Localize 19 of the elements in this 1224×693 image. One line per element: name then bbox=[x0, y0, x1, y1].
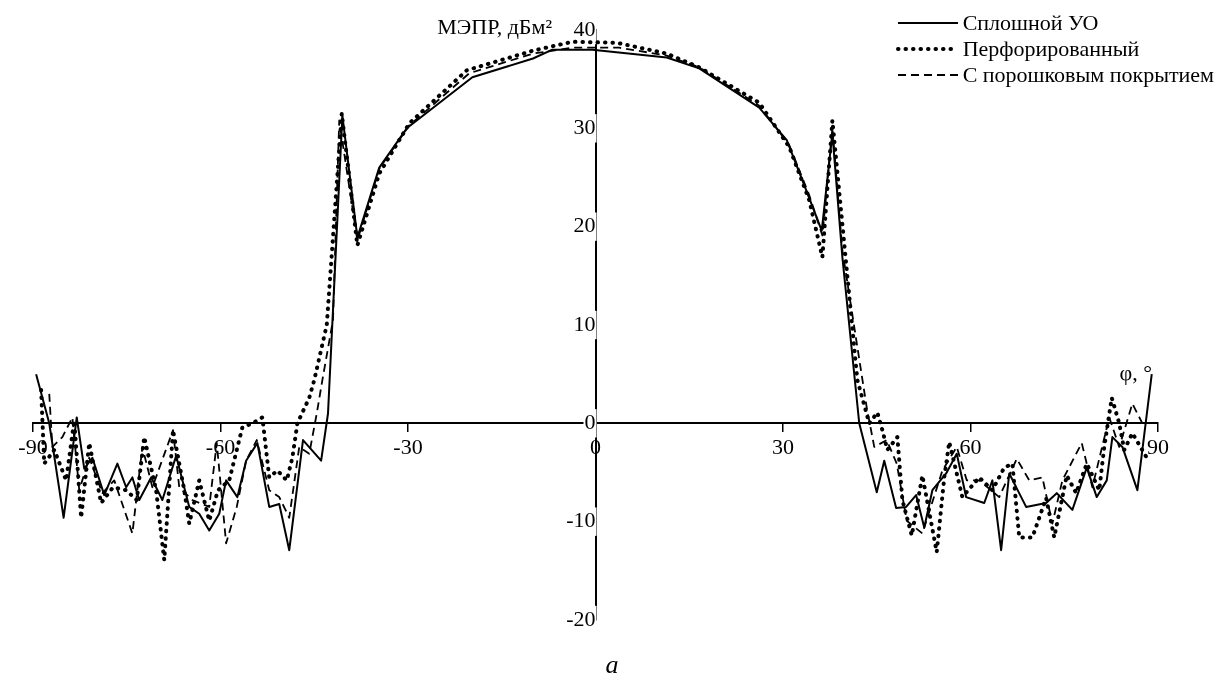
x-tick-label: 30 bbox=[772, 434, 794, 460]
text: а bbox=[604, 650, 620, 680]
y-tick-label: -10 bbox=[566, 507, 596, 533]
y-tick-label: 30 bbox=[573, 114, 596, 140]
x-tick-label: 90 bbox=[1147, 434, 1169, 460]
x-tick-label: -90 bbox=[18, 434, 48, 460]
x-tick-label: 60 bbox=[959, 434, 982, 460]
y-tick-label: 10 bbox=[573, 310, 596, 336]
y-tick-label: 40 bbox=[573, 15, 596, 41]
legend-label: С порошковым покрытием bbox=[962, 62, 1214, 88]
legend-label: Сплошной УО bbox=[962, 10, 1099, 36]
y-tick-label: 20 bbox=[573, 212, 596, 238]
x-tick-label: -30 bbox=[393, 434, 423, 460]
legend-label: Перфорированный bbox=[962, 36, 1140, 62]
x-axis-title: φ, ° bbox=[1119, 360, 1152, 386]
y-tick-label: 0 bbox=[584, 409, 596, 435]
y-tick-label: -20 bbox=[566, 605, 596, 631]
y-axis-title: МЭПР, дБм² bbox=[437, 14, 552, 40]
x-tick-label: -60 bbox=[205, 434, 236, 460]
